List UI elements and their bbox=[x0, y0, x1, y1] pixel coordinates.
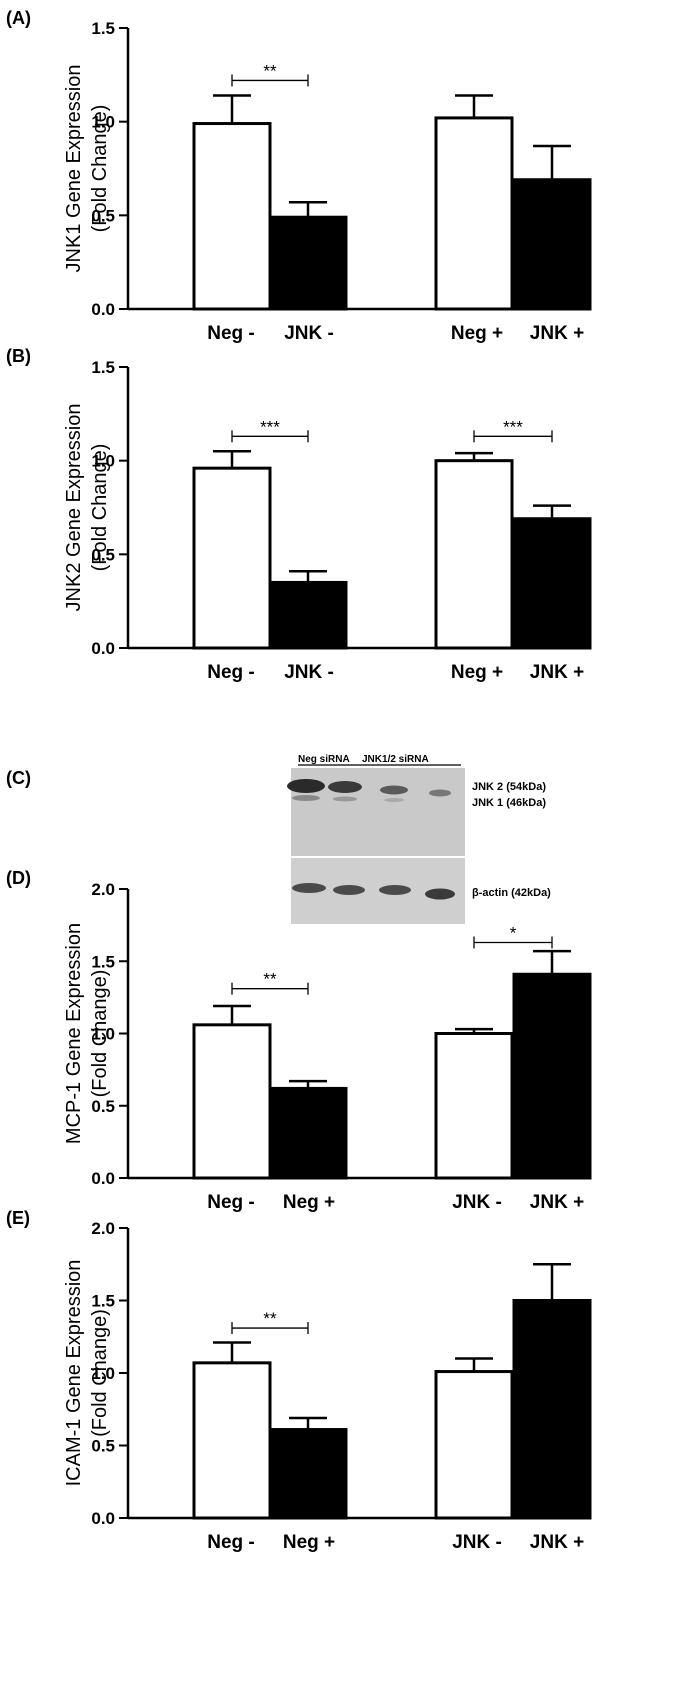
bar-solid bbox=[512, 178, 592, 311]
blot-header-jnk-sirna: JNK1/2 siRNA bbox=[362, 754, 429, 765]
y-tick-label: 1.5 bbox=[91, 358, 115, 377]
western-blot-panel: (C) Neg siRNA JNK1/2 siRNA - + - + JNK 2… bbox=[6, 754, 551, 924]
x-category-label: JNK - bbox=[284, 323, 334, 344]
y-axis-label-units: (Fold Change) bbox=[89, 1309, 111, 1437]
significance-label: ** bbox=[263, 1309, 277, 1328]
bar-solid bbox=[268, 580, 348, 650]
y-tick-label: 0.0 bbox=[91, 300, 115, 319]
y-axis-label-units: (Fold Change) bbox=[89, 970, 111, 1098]
x-category-label: Neg - bbox=[207, 1192, 255, 1213]
bar-chart-panel-1: (A) 0.0 0.5 1.0 1.5 JNK1 Gene Expression (Fold… bbox=[6, 8, 592, 344]
y-axis-label: JNK2 Gene Expression bbox=[63, 404, 85, 612]
bar-solid bbox=[268, 1086, 348, 1180]
panel-label: (E) bbox=[6, 1208, 30, 1228]
y-axis-label-units: (Fold Change) bbox=[89, 105, 111, 233]
bar-open bbox=[192, 122, 272, 311]
significance-label: * bbox=[510, 923, 517, 942]
y-tick-label: 2.0 bbox=[91, 880, 115, 899]
band-jnk1-lane2 bbox=[333, 796, 357, 802]
band-jnk2-lane3 bbox=[380, 785, 408, 795]
significance-label: ** bbox=[263, 61, 277, 80]
blot-header-neg-sirna: Neg siRNA bbox=[298, 754, 350, 765]
x-category-label: JNK + bbox=[530, 1192, 584, 1213]
band-actin-lane2 bbox=[333, 885, 365, 895]
bar-open bbox=[434, 1370, 514, 1520]
band-jnk1-lane1 bbox=[292, 795, 320, 801]
y-tick-label: 0.0 bbox=[91, 639, 115, 658]
bar-open bbox=[434, 459, 514, 650]
y-tick-label: 0.5 bbox=[91, 206, 115, 225]
x-category-label: JNK - bbox=[452, 1192, 502, 1213]
band-actin-lane3 bbox=[379, 885, 411, 895]
y-tick-label: 1.0 bbox=[91, 113, 115, 132]
y-tick-label: 2.0 bbox=[91, 1219, 115, 1238]
x-category-label: Neg + bbox=[451, 323, 503, 344]
bar-open bbox=[192, 1361, 272, 1520]
bar-open bbox=[434, 116, 514, 311]
x-category-label: JNK + bbox=[530, 1532, 584, 1553]
bar-solid bbox=[512, 972, 592, 1180]
bar-solid bbox=[512, 1299, 592, 1520]
x-category-label: JNK + bbox=[530, 323, 584, 344]
bar-open bbox=[434, 1032, 514, 1180]
y-tick-label: 1.0 bbox=[91, 452, 115, 471]
bar-solid bbox=[512, 517, 592, 650]
x-category-label: JNK - bbox=[452, 1532, 502, 1553]
label-jnk1: JNK 1 (46kDa) bbox=[472, 797, 546, 809]
band-jnk1-lane3 bbox=[384, 798, 404, 802]
y-axis-label-units: (Fold Change) bbox=[89, 444, 111, 572]
bar-chart-panel-3: (D) 0.0 0.5 1.0 1.5 2.0 MCP-1 Gene Expression(… bbox=[6, 868, 592, 1213]
y-axis-label: JNK1 Gene Expression bbox=[63, 65, 85, 273]
y-axis-label: ICAM-1 Gene Expression bbox=[63, 1260, 85, 1487]
x-category-label: Neg + bbox=[283, 1532, 335, 1553]
y-tick-label: 1.0 bbox=[91, 1364, 115, 1383]
y-tick-label: 1.5 bbox=[91, 952, 115, 971]
band-jnk2-lane2 bbox=[328, 781, 362, 793]
panel-label: (A) bbox=[6, 8, 31, 28]
y-tick-label: 1.0 bbox=[91, 1025, 115, 1044]
x-category-label: JNK + bbox=[530, 662, 584, 683]
significance-label: *** bbox=[260, 417, 280, 436]
y-tick-label: 1.5 bbox=[91, 19, 115, 38]
x-category-label: Neg - bbox=[207, 662, 255, 683]
y-tick-label: 0.0 bbox=[91, 1509, 115, 1528]
bar-open bbox=[192, 466, 272, 650]
y-axis-label: MCP-1 Gene Expression bbox=[63, 923, 85, 1144]
bar-solid bbox=[268, 1428, 348, 1520]
x-category-label: Neg + bbox=[451, 662, 503, 683]
band-jnk2-lane4 bbox=[429, 789, 451, 797]
band-actin-lane1 bbox=[292, 883, 326, 893]
significance-label: ** bbox=[263, 970, 277, 989]
x-category-label: Neg - bbox=[207, 323, 255, 344]
panel-label: (B) bbox=[6, 346, 31, 366]
y-tick-label: 0.0 bbox=[91, 1169, 115, 1188]
y-tick-label: 0.5 bbox=[91, 1097, 115, 1116]
x-category-label: Neg + bbox=[283, 1192, 335, 1213]
bar-chart-panel-2: (B) 0.0 0.5 1.0 1.5 JNK2 Gene Expression (Fold… bbox=[6, 346, 592, 683]
bar-solid bbox=[268, 215, 348, 311]
bar-open bbox=[192, 1023, 272, 1180]
x-category-label: JNK - bbox=[284, 662, 334, 683]
bar-chart-panel-4: (E) 0.0 0.5 1.0 1.5 2.0 ICAM-1 Gene Expression… bbox=[6, 1208, 592, 1553]
significance-label: *** bbox=[503, 417, 523, 436]
panel-label-c: (C) bbox=[6, 768, 31, 788]
y-tick-label: 0.5 bbox=[91, 545, 115, 564]
band-actin-lane4 bbox=[425, 888, 455, 900]
panel-label: (D) bbox=[6, 868, 31, 888]
band-jnk2-lane1 bbox=[287, 779, 325, 793]
x-category-label: Neg - bbox=[207, 1532, 255, 1553]
y-tick-label: 1.5 bbox=[91, 1292, 115, 1311]
y-tick-label: 0.5 bbox=[91, 1437, 115, 1456]
label-beta-actin: β-actin (42kDa) bbox=[472, 887, 551, 899]
label-jnk2: JNK 2 (54kDa) bbox=[472, 781, 546, 793]
